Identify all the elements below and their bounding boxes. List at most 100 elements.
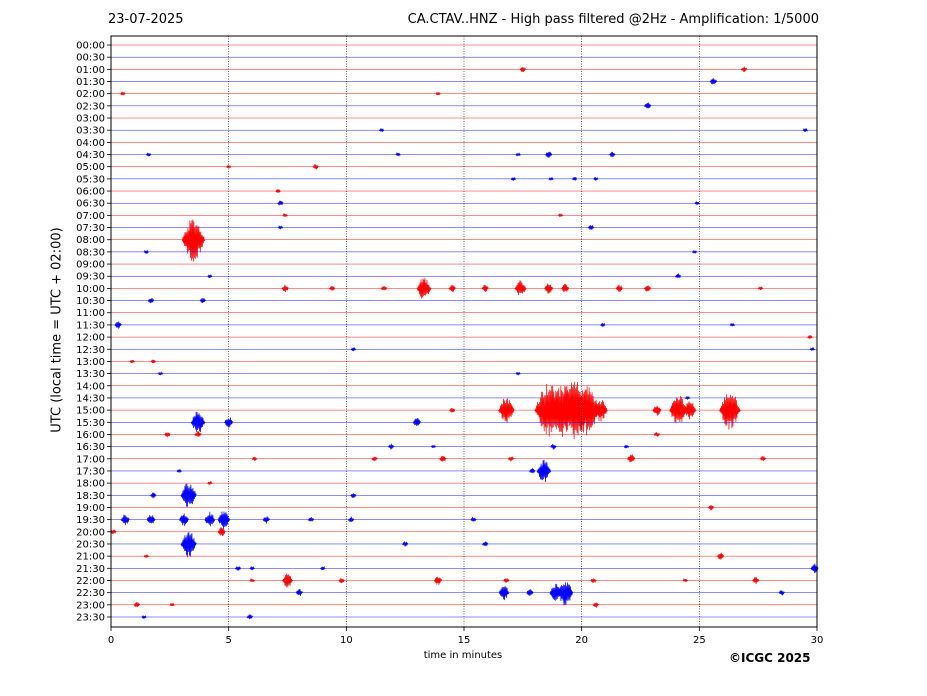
seismic-event [164,432,171,438]
seismic-event [778,590,785,596]
seismic-event [529,468,536,474]
y-tick-label: 12:00 [76,333,105,344]
seismic-event [545,151,553,158]
seismic-event [675,273,682,279]
seismic-event [807,335,813,339]
seismic-event [312,164,319,170]
y-tick-label: 18:30 [76,491,105,502]
seismic-event [402,541,409,547]
seismic-event [590,578,597,583]
y-tick-label: 22:00 [76,576,105,587]
x-tick-label: 5 [225,635,231,646]
y-tick-label: 15:00 [76,406,105,417]
seismic-event [249,578,255,582]
seismic-event [378,128,385,132]
seismic-event [251,456,258,461]
seismic-event [114,321,122,329]
seismic-event [180,531,197,558]
y-tick-label: 06:00 [76,187,105,198]
y-tick-label: 04:30 [76,150,105,161]
y-tick-label: 23:00 [76,600,105,611]
y-tick-label: 18:00 [76,479,105,490]
seismic-event [181,219,206,262]
seismic-event [572,386,600,435]
seismic-event [307,516,315,522]
y-tick-label: 11:00 [76,308,105,319]
y-tick-label: 14:30 [76,393,105,404]
y-tick-label: 23:30 [76,612,105,623]
seismic-event [669,395,688,424]
seismic-event [281,284,289,293]
seismic-event [708,505,715,511]
seismic-event [249,566,255,571]
y-tick-label: 22:30 [76,588,105,599]
x-tick-label: 30 [811,635,824,646]
seismic-event [277,200,284,206]
seismic-event [716,552,725,560]
seismic-event [143,249,149,255]
seismic-event [141,614,147,619]
seismic-event [246,614,253,620]
seismic-event [133,602,141,608]
seismic-event [752,577,760,585]
seismic-event [435,91,441,96]
y-tick-label: 09:30 [76,272,105,283]
seismic-event [600,322,606,327]
y-tick-label: 20:00 [76,527,105,538]
seismic-event [588,225,595,230]
y-tick-label: 10:30 [76,296,105,307]
y-tick-label: 08:30 [76,247,105,258]
seismic-event [395,152,401,157]
seismic-event [694,201,700,206]
seismic-event [449,407,456,413]
x-tick-label: 15 [458,635,471,646]
y-tick-label: 14:00 [76,381,105,392]
seismic-event [347,516,355,523]
seismic-event [709,77,718,85]
seismic-event [757,286,764,291]
y-tick-label: 06:30 [76,199,105,210]
y-tick-label: 01:00 [76,65,105,76]
seismic-event [176,469,182,474]
seismic-event [550,444,557,450]
x-axis-label: time in minutes [423,650,503,661]
seismic-event [120,91,126,96]
seismic-event [615,284,623,292]
seismic-event [320,565,326,570]
seismic-event [498,586,510,601]
y-tick-label: 15:30 [76,418,105,429]
seismic-event [129,359,135,364]
seismic-event [282,212,288,218]
y-tick-label: 19:00 [76,503,105,514]
y-tick-label: 21:00 [76,552,105,563]
seismic-event [412,417,421,427]
seismic-event [120,514,130,526]
seismic-event [644,102,652,109]
seismic-event [282,573,293,588]
seismic-event [503,578,510,583]
seismic-event [275,188,281,193]
y-tick-label: 21:30 [76,564,105,575]
y-tick-label: 03:00 [76,114,105,125]
seismic-event [169,602,175,607]
seismic-event [510,176,517,181]
seismic-event [623,444,630,449]
seismic-event [481,284,489,293]
y-tick-label: 04:00 [76,138,105,149]
seismic-event [515,152,521,157]
seismic-event [217,511,231,530]
seismic-event [548,176,554,181]
seismic-event [329,286,336,291]
seismic-event [434,576,443,585]
copyright-label: ©ICGC 2025 [729,651,811,665]
seismic-event [470,516,477,522]
seismic-event [194,430,202,437]
seismic-event [653,431,661,437]
seismic-event [199,297,206,304]
seismic-event [515,371,521,376]
y-tick-label: 05:30 [76,174,105,185]
seismic-event [683,401,697,420]
y-tick-label: 13:30 [76,369,105,380]
seismic-event [150,492,157,499]
